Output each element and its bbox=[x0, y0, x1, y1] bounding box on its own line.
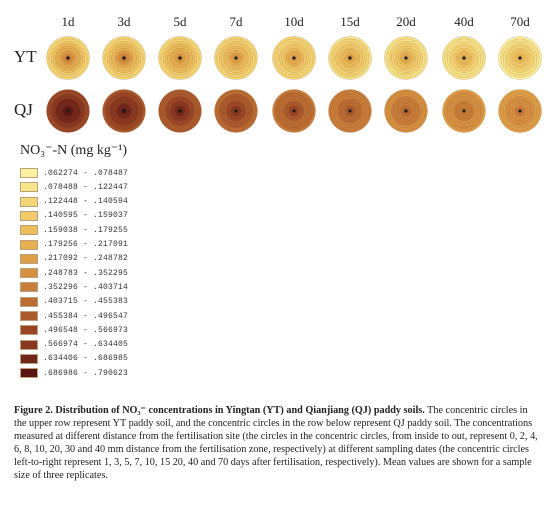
legend-swatch bbox=[20, 196, 38, 207]
legend-title: NO₃⁻-N (mg kg⁻¹) bbox=[20, 143, 128, 158]
legend-range-label: .496548 - .566973 bbox=[43, 325, 129, 335]
fertilisation-point bbox=[348, 56, 352, 60]
legend-swatch bbox=[20, 253, 38, 264]
legend-swatch bbox=[20, 210, 38, 221]
legend-range-label: .140595 - .159037 bbox=[43, 211, 129, 221]
concentric-circle-yt-40d bbox=[442, 36, 486, 80]
legend-range-label: .078488 - .122447 bbox=[43, 182, 129, 192]
concentric-circle-yt-20d bbox=[384, 36, 428, 80]
legend-range-label: .403715 - .455383 bbox=[43, 297, 129, 307]
legend-item: .179256 - .217091 bbox=[20, 238, 128, 252]
legend-item: .159038 - .179255 bbox=[20, 223, 128, 237]
fertilisation-point bbox=[122, 56, 126, 60]
legend-range-label: .352296 - .403714 bbox=[43, 282, 129, 292]
day-label-1d: 1d bbox=[61, 14, 75, 29]
fertilisation-point bbox=[292, 56, 296, 60]
fertilisation-point bbox=[66, 109, 70, 113]
legend-item: .248783 - .352295 bbox=[20, 266, 128, 280]
fertilisation-point bbox=[178, 109, 182, 113]
legend-swatch bbox=[20, 339, 38, 350]
legend-swatch bbox=[20, 353, 38, 364]
fertilisation-point bbox=[122, 109, 126, 113]
concentric-circle-qj-15d bbox=[328, 89, 372, 133]
concentric-circle-qj-1d bbox=[46, 89, 90, 133]
legend-swatch bbox=[20, 296, 38, 307]
concentric-circle-qj-5d bbox=[158, 89, 202, 133]
legend-range-label: .159038 - .179255 bbox=[43, 225, 129, 235]
legend-item: .352296 - .403714 bbox=[20, 280, 128, 294]
fertilisation-point bbox=[292, 109, 296, 113]
figure-caption: Figure 2. Distribution of NO₃⁻ concentra… bbox=[14, 404, 542, 482]
caption-body: The concentric circles in the upper row … bbox=[14, 405, 538, 481]
legend-item: .078488 - .122447 bbox=[20, 180, 128, 194]
concentric-circle-yt-5d bbox=[158, 36, 202, 80]
day-label-15d: 15d bbox=[340, 14, 360, 29]
legend-swatch bbox=[20, 282, 38, 293]
concentric-circle-yt-70d bbox=[498, 36, 542, 80]
legend-range-label: .122448 - .140594 bbox=[43, 197, 129, 207]
legend-swatch bbox=[20, 325, 38, 336]
legend-swatch bbox=[20, 311, 38, 321]
concentric-circle-qj-20d bbox=[384, 89, 428, 133]
fertilisation-point bbox=[234, 109, 238, 113]
legend-item: .217092 - .248782 bbox=[20, 252, 128, 266]
row-label-yt: YT bbox=[14, 47, 37, 66]
fertilisation-point bbox=[518, 109, 522, 113]
fertilisation-point bbox=[518, 56, 522, 60]
day-label-3d: 3d bbox=[117, 14, 131, 29]
fertilisation-point bbox=[178, 56, 182, 60]
legend-swatch bbox=[20, 182, 38, 193]
legend-swatch bbox=[20, 268, 38, 279]
legend-item: .686986 - .790623 bbox=[20, 366, 128, 380]
concentric-circle-yt-10d bbox=[272, 36, 316, 80]
concentric-circle-qj-3d bbox=[102, 89, 146, 133]
concentric-circle-qj-10d bbox=[272, 89, 316, 133]
row-label-qj: QJ bbox=[14, 100, 33, 119]
day-label-40d: 40d bbox=[454, 14, 474, 29]
concentric-circle-qj-70d bbox=[498, 89, 542, 133]
legend-range-label: .248783 - .352295 bbox=[43, 268, 129, 278]
fertilisation-point bbox=[404, 109, 408, 113]
legend-range-label: .179256 - .217091 bbox=[43, 240, 129, 249]
fertilisation-point bbox=[462, 109, 466, 113]
fertilisation-point bbox=[66, 56, 70, 60]
legend-swatch bbox=[20, 239, 38, 250]
legend-range-label: .062274 - .078487 bbox=[43, 168, 129, 178]
legend-range-label: .686986 - .790623 bbox=[43, 368, 129, 378]
legend-range-label: .455384 - .496547 bbox=[43, 311, 129, 321]
day-label-7d: 7d bbox=[229, 14, 243, 29]
concentric-circle-qj-40d bbox=[442, 89, 486, 133]
day-label-20d: 20d bbox=[396, 14, 416, 29]
fertilisation-point bbox=[462, 56, 466, 60]
fertilisation-point bbox=[404, 56, 408, 60]
legend-item: .455384 - .496547 bbox=[20, 309, 128, 323]
legend-range-label: .217092 - .248782 bbox=[43, 254, 129, 264]
fertilisation-point bbox=[234, 56, 238, 60]
concentric-circle-yt-15d bbox=[328, 36, 372, 80]
legend-item: .403715 - .455383 bbox=[20, 295, 128, 309]
concentric-circle-qj-7d bbox=[214, 89, 258, 133]
legend-item: .062274 - .078487 bbox=[20, 166, 128, 180]
legend-item: .496548 - .566973 bbox=[20, 323, 128, 337]
legend-item: .140595 - .159037 bbox=[20, 209, 128, 223]
legend-range-label: .634406 - .686985 bbox=[43, 354, 129, 364]
legend-swatch bbox=[20, 225, 38, 236]
legend-item: .634406 - .686985 bbox=[20, 352, 128, 366]
legend-swatch bbox=[20, 168, 38, 178]
day-label-5d: 5d bbox=[173, 14, 187, 29]
legend-swatch bbox=[20, 368, 38, 379]
legend-item: .566974 - .634405 bbox=[20, 338, 128, 352]
legend-item: .122448 - .140594 bbox=[20, 195, 128, 209]
caption-title: Figure 2. Distribution of NO₃⁻ concentra… bbox=[14, 405, 425, 416]
legend-range-label: .566974 - .634405 bbox=[43, 340, 129, 350]
day-label-10d: 10d bbox=[284, 14, 304, 29]
concentric-circle-yt-1d bbox=[46, 36, 90, 80]
day-label-70d: 70d bbox=[510, 14, 530, 29]
concentric-circle-yt-3d bbox=[102, 36, 146, 80]
fertilisation-point bbox=[348, 109, 352, 113]
concentric-circle-yt-7d bbox=[214, 36, 258, 80]
